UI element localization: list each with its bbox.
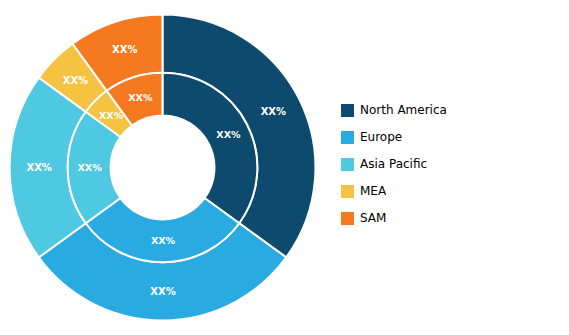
html-text:North America: North America (360, 103, 447, 117)
svg-text:XX%: XX% (63, 75, 88, 86)
svg-text:XX%: XX% (216, 129, 241, 140)
html-text:Asia Pacific: Asia Pacific (360, 157, 428, 171)
svg-text:XX%: XX% (261, 106, 286, 117)
svg-text:XX%: XX% (151, 235, 176, 246)
svg-text:XX%: XX% (99, 110, 124, 121)
html-text:Europe: Europe (360, 130, 403, 144)
svg-text:XX%: XX% (150, 286, 175, 297)
svg-text:XX%: XX% (26, 162, 51, 173)
svg-text:XX%: XX% (128, 92, 153, 103)
svg-text:XX%: XX% (112, 44, 137, 55)
html-text:MEA: MEA (360, 184, 387, 198)
svg-text:XX%: XX% (78, 162, 103, 173)
html-text:SAM: SAM (360, 211, 387, 225)
